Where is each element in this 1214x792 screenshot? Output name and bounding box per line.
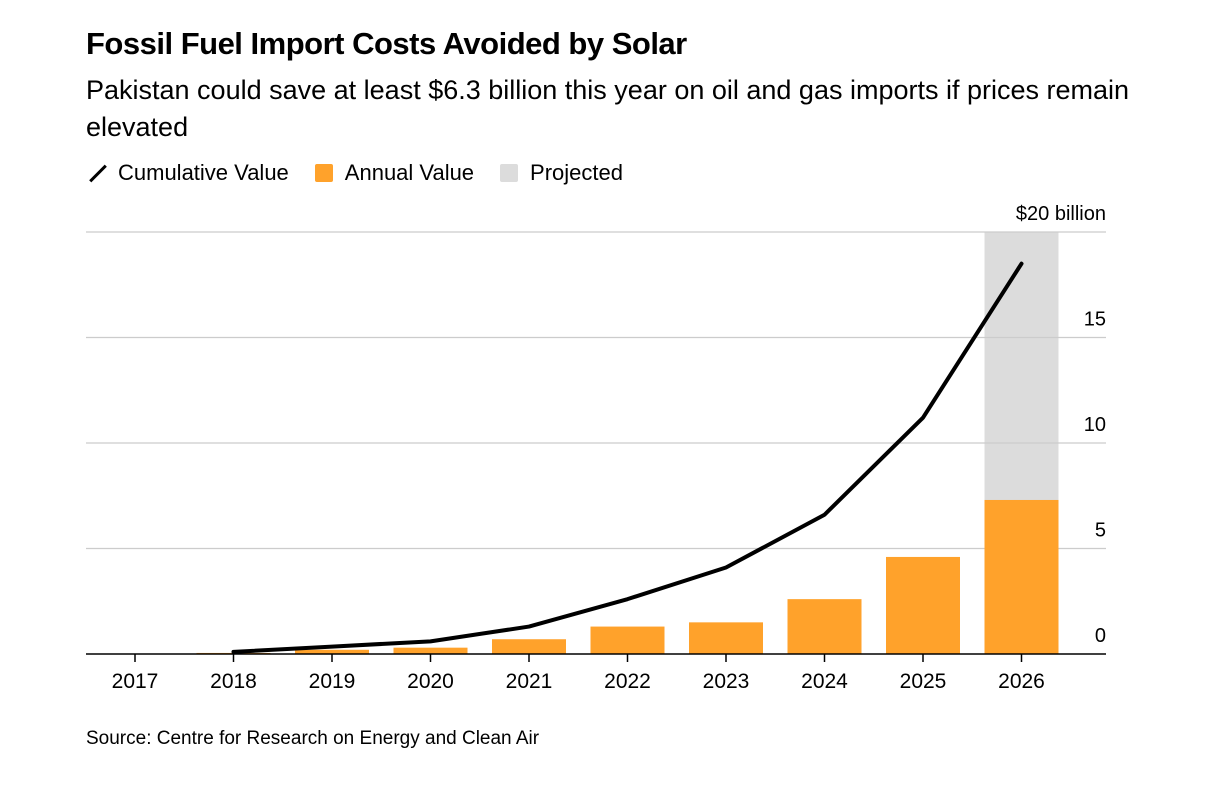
chart-subtitle: Pakistan could save at least $6.3 billio… <box>86 75 1130 142</box>
x-tick-label: 2021 <box>506 670 553 693</box>
legend-label-cumulative: Cumulative Value <box>118 160 289 185</box>
annual-bar <box>590 626 665 654</box>
annual-swatch-icon <box>314 164 333 182</box>
legend-label-annual: Annual Value <box>344 160 475 185</box>
x-tick-label: 2024 <box>801 670 848 693</box>
legend-label-projected: Projected <box>530 160 623 185</box>
annual-bar <box>886 556 960 654</box>
x-tick-label: 2018 <box>210 670 257 693</box>
y-tick-label: 10 <box>1084 414 1106 436</box>
x-tick-label: 2025 <box>900 670 947 693</box>
annual-bar <box>787 599 862 654</box>
legend: Cumulative Value Annual Value Projected <box>86 158 649 188</box>
source-note: Source: Centre for Research on Energy an… <box>86 728 540 749</box>
annual-bar <box>393 647 468 654</box>
annual-bar <box>984 499 1059 654</box>
y-tick-label: 0 <box>1095 625 1106 647</box>
x-tick-label: 2017 <box>112 670 159 693</box>
x-tick-label: 2023 <box>703 670 750 693</box>
cumulative-line <box>231 261 1024 654</box>
annual-bar <box>689 622 763 654</box>
projected-swatch-icon <box>500 164 519 182</box>
y-tick-label: 5 <box>1095 520 1106 542</box>
y-tick-label: $20 billion <box>1016 203 1106 225</box>
x-tick-label: 2020 <box>407 670 454 693</box>
line-swatch-icon <box>86 162 108 184</box>
legend-item-annual: Annual Value <box>314 160 475 186</box>
x-tick-label: 2026 <box>998 670 1045 693</box>
x-tick-label: 2022 <box>604 670 651 693</box>
x-tick-label: 2019 <box>309 670 356 693</box>
legend-item-cumulative: Cumulative Value <box>86 160 289 186</box>
y-tick-label: 15 <box>1084 309 1106 331</box>
legend-item-projected: Projected <box>500 160 623 186</box>
chart-title: Fossil Fuel Import Costs Avoided by Sola… <box>86 26 687 61</box>
annual-bar <box>295 649 369 654</box>
chart-plot: 0 5 10 15 $20 billion 2017 2018 2019 2020 2021 202… <box>86 203 1106 693</box>
annual-bar <box>492 639 566 654</box>
